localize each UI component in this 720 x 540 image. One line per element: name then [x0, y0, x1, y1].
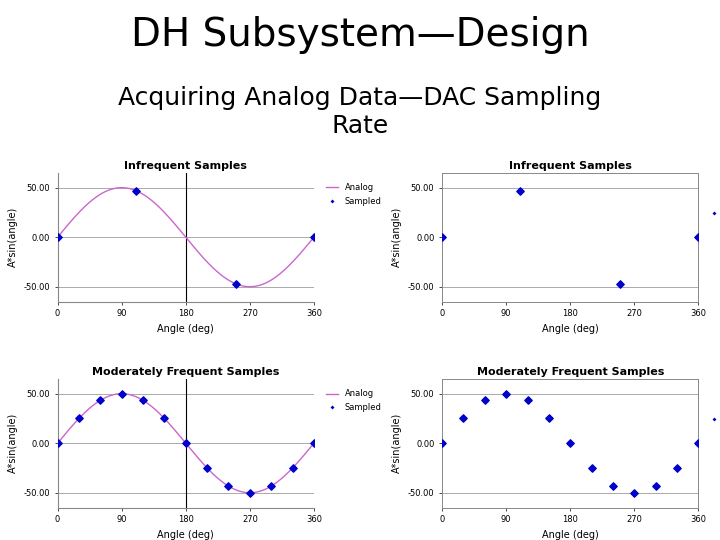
Point [266, 482, 277, 490]
Point [130, 186, 142, 195]
Title: Moderately Frequent Samples: Moderately Frequent Samples [477, 367, 664, 377]
Point [180, 439, 192, 448]
Point [73, 414, 85, 423]
Point [202, 464, 213, 472]
Point [607, 482, 618, 490]
X-axis label: Angle (deg): Angle (deg) [158, 324, 214, 334]
Point [222, 482, 234, 490]
Text: Acquiring Analog Data—DAC Sampling
Rate: Acquiring Analog Data—DAC Sampling Rate [118, 86, 602, 138]
X-axis label: Angle (deg): Angle (deg) [158, 530, 214, 540]
Point [629, 488, 640, 497]
Title: Infrequent Samples: Infrequent Samples [125, 160, 247, 171]
Y-axis label: A*sin(angle): A*sin(angle) [392, 207, 402, 267]
X-axis label: Angle (deg): Angle (deg) [542, 324, 598, 334]
Point [436, 439, 448, 448]
Point [287, 464, 298, 472]
Y-axis label: A*sin(angle): A*sin(angle) [8, 413, 18, 474]
Point [522, 396, 534, 404]
Point [515, 186, 526, 195]
Point [614, 279, 626, 288]
Point [693, 233, 704, 241]
Point [500, 389, 512, 398]
Point [230, 279, 241, 288]
Point [308, 439, 320, 448]
Legend: Sampled: Sampled [710, 415, 720, 424]
Point [671, 464, 683, 472]
Title: Infrequent Samples: Infrequent Samples [509, 160, 631, 171]
Point [94, 396, 106, 404]
Point [52, 233, 63, 241]
Point [308, 233, 320, 241]
Legend: Analog, Sampled: Analog, Sampled [325, 184, 382, 206]
Point [458, 414, 469, 423]
Legend: Analog, Sampled: Analog, Sampled [325, 389, 382, 411]
Point [244, 488, 256, 497]
Text: DH Subsystem—Design: DH Subsystem—Design [131, 16, 589, 54]
Point [650, 482, 662, 490]
Point [693, 439, 704, 448]
Point [543, 414, 554, 423]
Point [479, 396, 490, 404]
Point [116, 389, 127, 398]
Y-axis label: A*sin(angle): A*sin(angle) [392, 413, 402, 474]
Point [158, 414, 170, 423]
Point [138, 396, 149, 404]
Point [586, 464, 598, 472]
Point [436, 233, 448, 241]
Point [52, 439, 63, 448]
Point [564, 439, 576, 448]
Y-axis label: A*sin(angle): A*sin(angle) [8, 207, 18, 267]
Title: Moderately Frequent Samples: Moderately Frequent Samples [92, 367, 279, 377]
X-axis label: Angle (deg): Angle (deg) [542, 530, 598, 540]
Legend: Sampled: Sampled [710, 209, 720, 218]
